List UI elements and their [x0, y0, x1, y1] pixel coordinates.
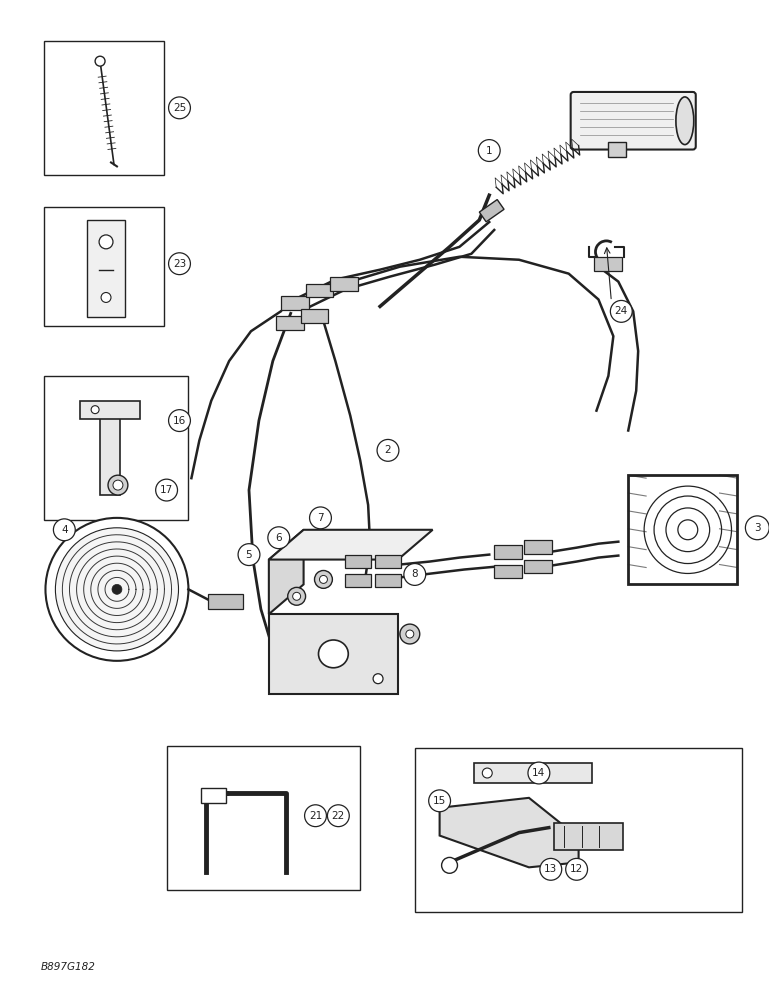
- Text: 22: 22: [332, 811, 345, 821]
- Circle shape: [305, 805, 327, 827]
- Text: 7: 7: [317, 513, 323, 523]
- FancyBboxPatch shape: [571, 92, 696, 150]
- Circle shape: [168, 97, 191, 119]
- Polygon shape: [269, 614, 398, 694]
- Circle shape: [156, 479, 178, 501]
- Circle shape: [479, 140, 500, 161]
- Bar: [524, 560, 552, 573]
- Bar: [87, 220, 125, 317]
- Text: 4: 4: [61, 525, 68, 535]
- Circle shape: [112, 584, 122, 594]
- Bar: [300, 309, 328, 323]
- Bar: [494, 565, 522, 578]
- Circle shape: [168, 410, 191, 431]
- Bar: [628, 475, 737, 584]
- Circle shape: [101, 293, 111, 302]
- Text: 16: 16: [173, 416, 186, 426]
- Text: 1: 1: [486, 146, 493, 156]
- Bar: [80, 401, 140, 419]
- Circle shape: [238, 544, 260, 566]
- Circle shape: [373, 674, 383, 684]
- Circle shape: [288, 587, 306, 605]
- Bar: [45, 207, 164, 326]
- Circle shape: [95, 56, 105, 66]
- Ellipse shape: [319, 640, 348, 668]
- Text: B897G182: B897G182: [40, 962, 96, 972]
- Text: 8: 8: [411, 569, 418, 579]
- Text: 6: 6: [276, 533, 282, 543]
- Text: 2: 2: [384, 445, 391, 455]
- Circle shape: [320, 575, 327, 583]
- Circle shape: [428, 790, 451, 812]
- Bar: [474, 763, 591, 783]
- Circle shape: [91, 406, 99, 414]
- Circle shape: [611, 300, 632, 322]
- Bar: [594, 257, 622, 271]
- Bar: [100, 406, 120, 495]
- Circle shape: [404, 564, 425, 585]
- Text: 12: 12: [570, 864, 583, 874]
- Polygon shape: [269, 530, 432, 560]
- Circle shape: [314, 570, 333, 588]
- Text: 3: 3: [754, 523, 760, 533]
- Circle shape: [327, 805, 349, 827]
- Bar: [167, 746, 361, 890]
- Text: 25: 25: [173, 103, 186, 113]
- Bar: [375, 555, 401, 568]
- Text: 21: 21: [309, 811, 322, 821]
- Text: 24: 24: [615, 306, 628, 316]
- Bar: [208, 594, 243, 609]
- Bar: [524, 540, 552, 554]
- Bar: [201, 788, 226, 803]
- Bar: [276, 316, 303, 330]
- Circle shape: [540, 858, 562, 880]
- Circle shape: [528, 762, 550, 784]
- Circle shape: [168, 253, 191, 275]
- Text: 14: 14: [532, 768, 546, 778]
- Circle shape: [442, 857, 458, 873]
- Bar: [330, 277, 358, 291]
- Bar: [345, 574, 371, 587]
- Circle shape: [377, 439, 399, 461]
- Bar: [494, 545, 522, 559]
- Circle shape: [400, 624, 420, 644]
- Ellipse shape: [676, 97, 694, 145]
- Circle shape: [293, 592, 300, 600]
- Circle shape: [113, 480, 123, 490]
- Bar: [281, 296, 309, 310]
- Circle shape: [268, 527, 290, 549]
- Bar: [375, 574, 401, 587]
- Bar: [554, 823, 623, 850]
- Circle shape: [53, 519, 75, 541]
- Circle shape: [108, 475, 128, 495]
- Circle shape: [566, 858, 587, 880]
- Bar: [479, 200, 504, 222]
- Bar: [608, 142, 626, 157]
- Circle shape: [482, 768, 493, 778]
- Text: 23: 23: [173, 259, 186, 269]
- Circle shape: [56, 528, 178, 651]
- Circle shape: [46, 518, 188, 661]
- Text: 5: 5: [245, 550, 252, 560]
- Circle shape: [746, 516, 769, 540]
- Bar: [415, 748, 743, 912]
- Text: 13: 13: [544, 864, 557, 874]
- Circle shape: [310, 507, 331, 529]
- Polygon shape: [439, 798, 578, 867]
- Bar: [45, 376, 188, 520]
- Circle shape: [406, 630, 414, 638]
- Polygon shape: [269, 530, 303, 614]
- Circle shape: [99, 235, 113, 249]
- Bar: [45, 41, 164, 175]
- Text: 15: 15: [433, 796, 446, 806]
- Bar: [306, 284, 334, 297]
- Text: 17: 17: [160, 485, 173, 495]
- Bar: [345, 555, 371, 568]
